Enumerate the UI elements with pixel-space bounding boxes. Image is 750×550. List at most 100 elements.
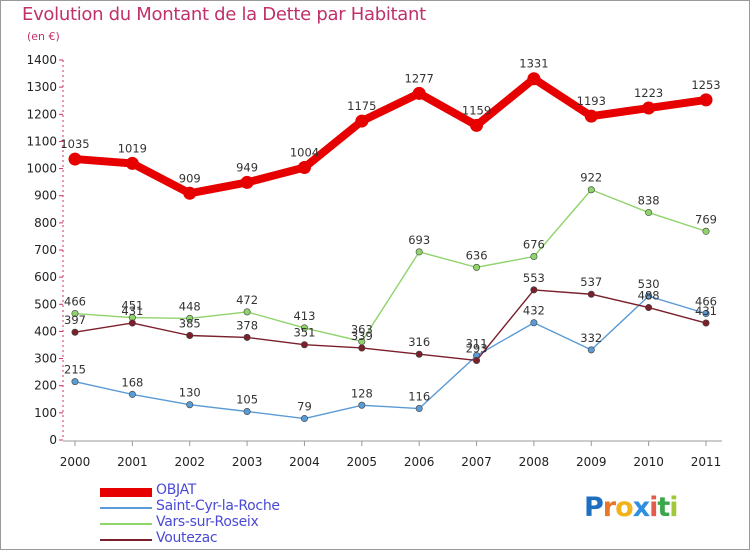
data-label: 466 [695, 295, 717, 309]
data-point [530, 319, 538, 327]
data-point [186, 314, 194, 322]
data-point [297, 160, 311, 174]
data-label: 431 [121, 304, 143, 318]
y-tick-label: 400 [34, 324, 57, 338]
data-label: 693 [408, 233, 430, 247]
series-line-vars-sur-roseix [74, 189, 707, 343]
data-point [530, 286, 538, 294]
data-point [128, 319, 136, 327]
legend-swatch [100, 539, 152, 541]
data-label: 636 [466, 248, 488, 262]
data-label: 413 [293, 309, 315, 323]
logo-letter: x [632, 492, 650, 523]
y-tick-label: 0 [49, 433, 57, 447]
data-label: 168 [121, 375, 143, 389]
data-point [415, 405, 423, 413]
data-label: 339 [351, 329, 373, 343]
y-tick-label: 1000 [26, 162, 57, 176]
data-label: 1223 [634, 86, 663, 100]
data-point [300, 415, 308, 423]
data-point [702, 227, 710, 235]
data-point [470, 118, 484, 132]
x-tick-label: 2005 [347, 455, 378, 469]
data-point [473, 263, 481, 271]
data-label: 922 [580, 171, 602, 185]
data-label: 130 [179, 386, 201, 400]
data-point [415, 350, 423, 358]
data-point [355, 114, 369, 128]
y-tick-label: 500 [34, 297, 57, 311]
data-point [243, 308, 251, 316]
data-point [645, 209, 653, 217]
axes: 0 100 200 300 400 500 600 700 800 900 1000 1100 1200… [26, 53, 722, 469]
logo-letter: o [615, 492, 634, 523]
data-point [125, 156, 139, 170]
data-point [530, 253, 538, 261]
data-label: 293 [466, 341, 488, 355]
data-point [587, 346, 595, 354]
data-label: 1253 [691, 78, 720, 92]
data-point [358, 401, 366, 409]
data-point [243, 333, 251, 341]
data-label: 1004 [290, 145, 319, 159]
y-tick-label: 1200 [26, 107, 57, 121]
data-point [527, 72, 541, 86]
legend-label: Vars-sur-Roseix [156, 514, 259, 530]
logo-letter: i [669, 492, 678, 523]
logo-letter: r [602, 492, 616, 523]
data-label: 128 [351, 386, 373, 400]
data-point [300, 341, 308, 349]
data-label: 1331 [519, 57, 548, 71]
data-label: 397 [64, 313, 86, 327]
data-point [71, 378, 79, 386]
logo-letter: t [657, 492, 670, 523]
data-label: 676 [523, 238, 545, 252]
y-tick-label: 700 [34, 243, 57, 257]
series-line-voutezac [74, 289, 707, 362]
data-point [699, 93, 713, 107]
data-label: 79 [297, 400, 312, 414]
data-point [642, 101, 656, 115]
legend-label: Voutezac [156, 530, 218, 546]
data-label: 553 [523, 271, 545, 285]
data-label: 1159 [462, 103, 491, 117]
data-label: 116 [408, 390, 430, 404]
legend-swatch [100, 523, 152, 525]
data-label: 215 [64, 363, 86, 377]
data-label: 105 [236, 393, 258, 407]
y-tick-label: 900 [34, 189, 57, 203]
data-label: 530 [638, 277, 660, 291]
data-point [584, 109, 598, 123]
data-label: 332 [580, 331, 602, 345]
data-label: 1277 [405, 71, 434, 85]
data-point [183, 186, 197, 200]
data-point [412, 86, 426, 100]
data-point [587, 290, 595, 298]
data-label: 838 [638, 194, 660, 208]
x-tick-label: 2008 [519, 455, 550, 469]
data-point [71, 310, 79, 318]
data-label: 316 [408, 335, 430, 349]
y-tick-label: 600 [34, 270, 57, 284]
x-tick-label: 2010 [633, 455, 664, 469]
data-label: 769 [695, 212, 717, 226]
data-point [240, 175, 254, 189]
y-tick-label: 800 [34, 216, 57, 230]
legend-label: OBJAT [156, 482, 197, 498]
x-tick-label: 2011 [691, 455, 722, 469]
x-tick-label: 2000 [60, 455, 91, 469]
data-point [587, 186, 595, 194]
data-label: 1193 [577, 94, 606, 108]
data-label: 488 [638, 289, 660, 303]
x-tick-label: 2001 [117, 455, 148, 469]
series-layer [68, 72, 713, 423]
data-label: 909 [179, 171, 201, 185]
data-label: 311 [466, 337, 488, 351]
data-point [243, 407, 251, 415]
data-point [300, 324, 308, 332]
y-tick-label: 100 [34, 406, 57, 420]
x-tick-label: 2006 [404, 455, 435, 469]
x-tick-label: 2004 [289, 455, 320, 469]
y-tick-label: 1400 [26, 53, 57, 67]
